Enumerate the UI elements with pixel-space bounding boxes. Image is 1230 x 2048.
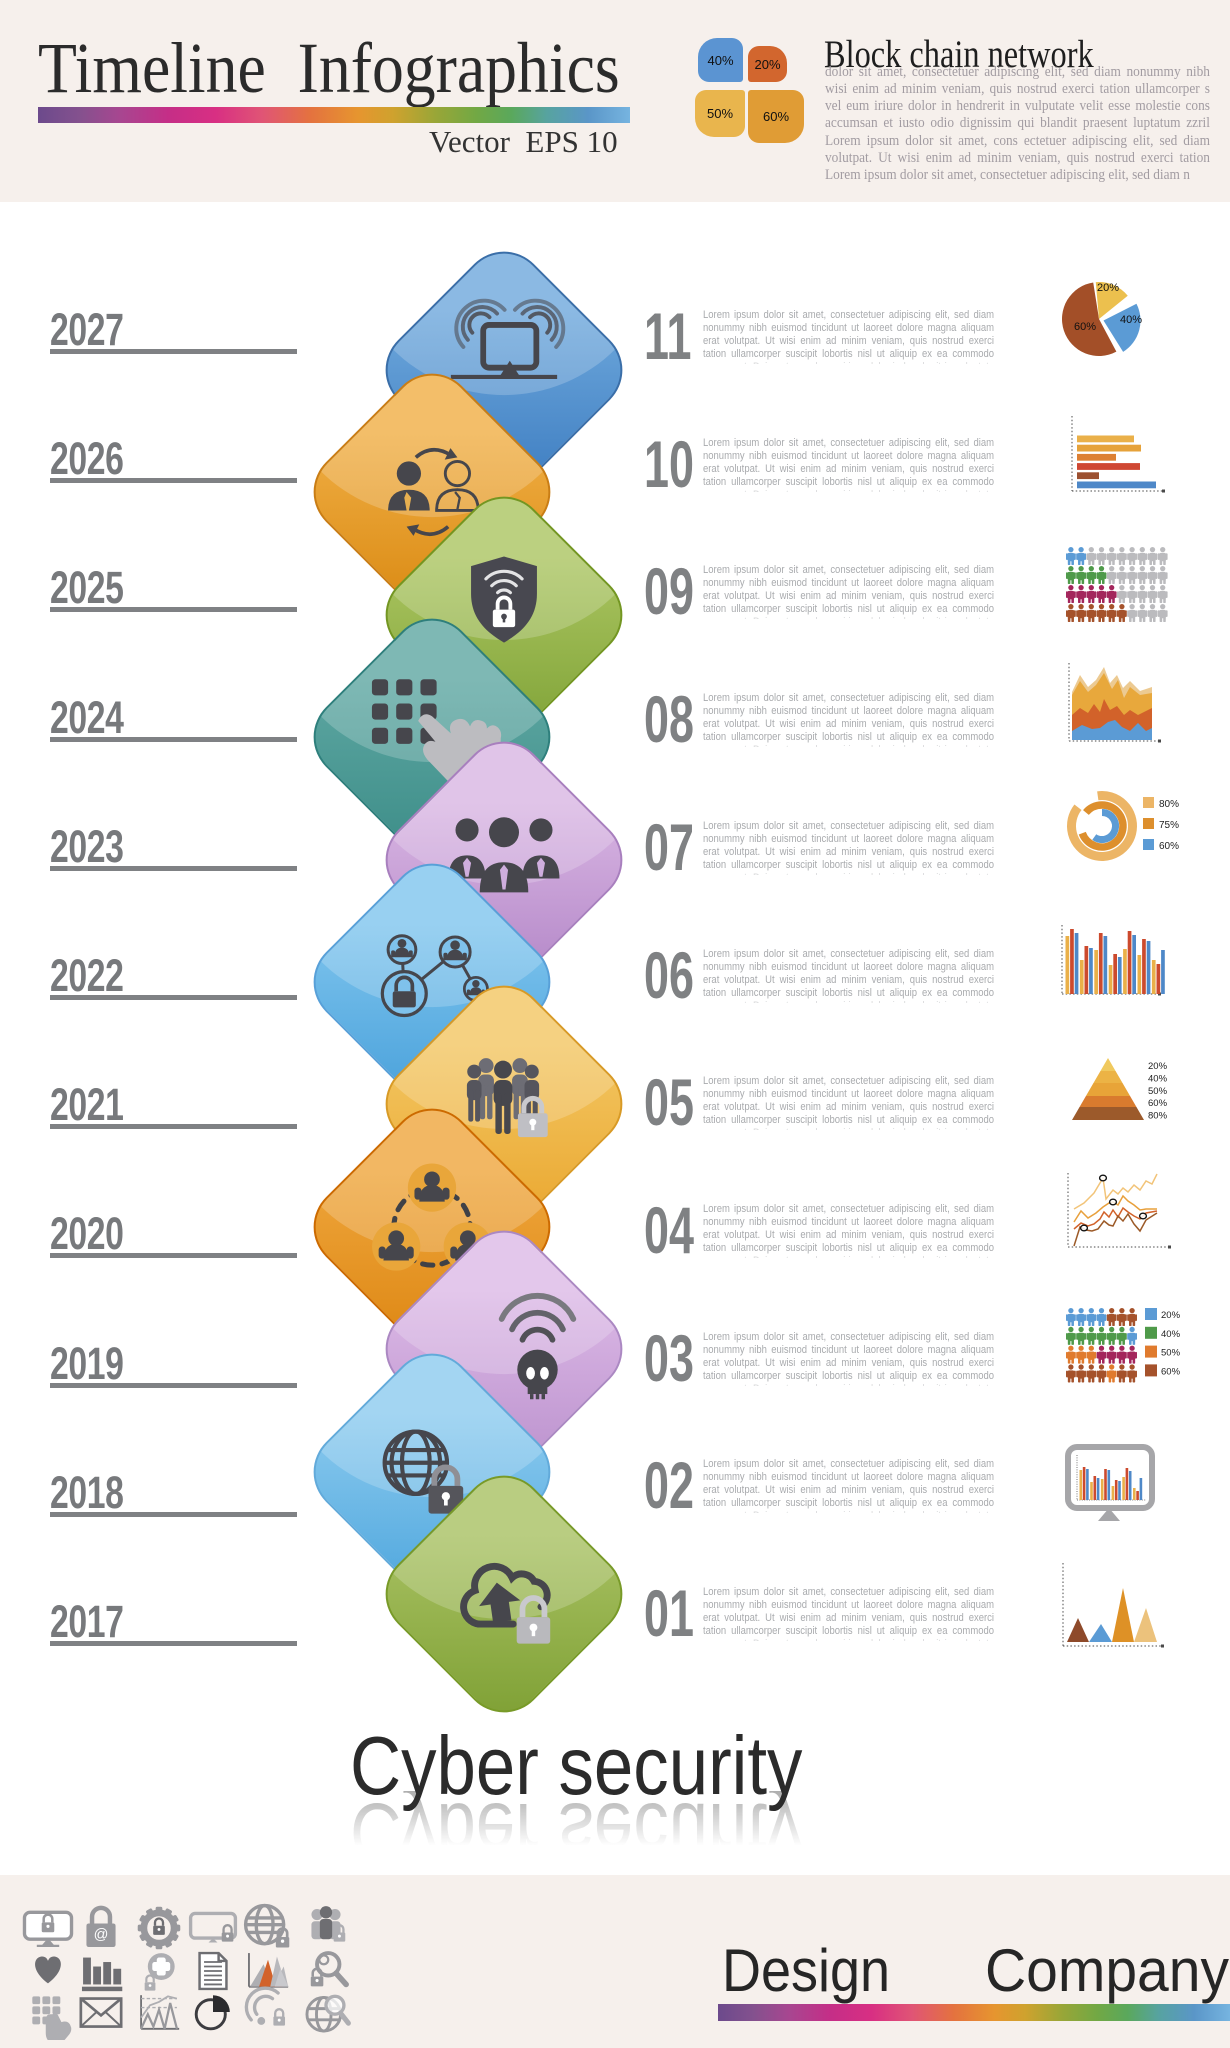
- svg-text:20%: 20%: [1148, 1061, 1168, 1072]
- svg-text:80%: 80%: [1159, 799, 1179, 810]
- svg-text:50%: 50%: [1161, 1348, 1181, 1359]
- svg-text:50%: 50%: [1148, 1086, 1168, 1097]
- svg-text:@: @: [94, 1927, 109, 1943]
- svg-text:80%: 80%: [1148, 1111, 1168, 1122]
- svg-text:20%: 20%: [1161, 1310, 1181, 1321]
- svg-text:40%: 40%: [1148, 1073, 1168, 1084]
- svg-text:40%: 40%: [1120, 314, 1142, 326]
- svg-text:75%: 75%: [1159, 820, 1179, 831]
- svg-text:60%: 60%: [1159, 841, 1179, 852]
- svg-text:60%: 60%: [1074, 321, 1096, 333]
- svg-text:60%: 60%: [1161, 1366, 1181, 1377]
- svg-text:60%: 60%: [1148, 1098, 1168, 1109]
- svg-text:20%: 20%: [1097, 282, 1119, 294]
- svg-text:40%: 40%: [1161, 1329, 1181, 1340]
